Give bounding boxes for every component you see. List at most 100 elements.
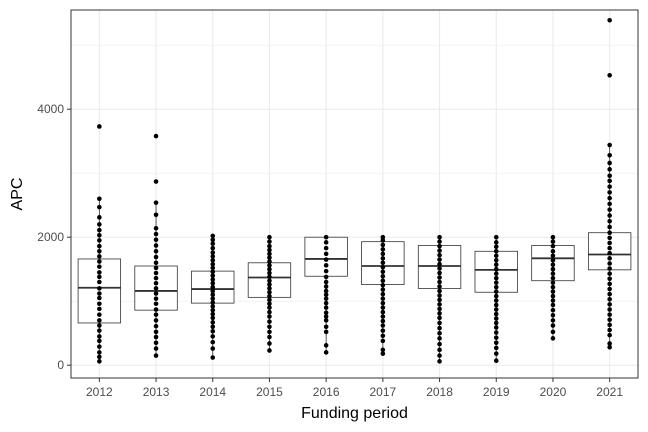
data-point [97,279,102,285]
data-point [493,240,499,245]
data-point [153,346,159,351]
data-point [550,284,556,290]
data-point [323,284,329,289]
data-point [380,269,386,275]
data-point [210,300,216,305]
data-point [380,251,386,257]
data-point [607,235,612,241]
data-point [493,266,499,272]
data-point [493,289,499,294]
data-point [550,271,556,276]
data-point [493,330,499,335]
data-point [380,296,386,301]
data-point [607,302,612,307]
data-point [550,253,556,259]
data-point [153,307,159,312]
data-point [153,200,159,205]
data-point [153,179,159,184]
data-point [493,340,499,346]
data-point [97,227,102,233]
data-point [267,309,272,315]
data-point [97,264,102,269]
data-point [323,324,329,330]
data-point [607,72,612,78]
data-point [380,323,386,328]
data-point [493,335,499,340]
data-point [97,196,102,202]
data-point [97,124,102,129]
x-tick-label: 2013 [143,385,170,399]
data-point [607,240,612,246]
data-point [267,301,272,307]
data-point [323,274,329,280]
data-point [97,222,102,227]
data-point [493,316,499,321]
data-point [97,338,102,344]
data-point [267,247,272,253]
data-point [97,254,102,259]
data-point [210,241,216,246]
data-point [607,312,612,317]
data-point [210,257,216,263]
data-point [607,296,612,302]
data-point [607,142,612,148]
data-point [210,355,216,360]
data-point [97,270,102,275]
data-point [380,264,386,270]
data-point [437,302,442,307]
data-point [493,244,499,250]
y-tick-label: 0 [57,358,64,372]
data-point [267,274,272,280]
data-point [210,273,216,278]
data-point [493,262,499,268]
data-point [153,212,159,218]
data-point [210,284,216,290]
data-point [550,239,556,244]
data-point [267,293,272,299]
data-point [380,260,386,266]
data-point [607,344,612,350]
data-point [550,298,556,303]
data-point [210,269,216,275]
data-point [437,353,442,358]
data-point [493,307,499,312]
data-point [493,271,499,276]
data-point [267,282,272,287]
data-point [210,311,216,317]
y-tick-label: 4000 [37,102,64,116]
data-point [550,336,556,341]
data-point [607,256,612,261]
data-point [267,278,272,284]
data-point [97,204,102,210]
data-point [493,320,499,326]
data-point [607,250,612,256]
data-point [323,268,329,274]
data-point [210,328,216,334]
y-axis-title: APC [9,178,26,211]
data-point [607,286,612,292]
data-point [210,304,216,309]
data-point [437,325,442,331]
data-point [323,318,329,323]
data-point [323,350,329,355]
data-point [607,201,612,207]
data-point [493,311,499,317]
data-point [607,276,612,282]
data-point [607,322,612,328]
x-tick-label: 2018 [426,385,453,399]
data-point [380,273,386,279]
data-point [153,318,159,323]
data-point [380,338,386,344]
data-point [210,320,216,325]
data-point [550,318,556,323]
data-point [437,239,442,244]
data-point [97,259,102,264]
data-point [323,257,329,262]
data-point [210,307,216,313]
data-point [210,254,216,259]
y-axis-ticks: 0 2000 4000 [37,102,71,372]
data-point [153,265,159,271]
data-point [97,350,102,355]
data-point [437,330,442,336]
data-point [267,348,272,353]
